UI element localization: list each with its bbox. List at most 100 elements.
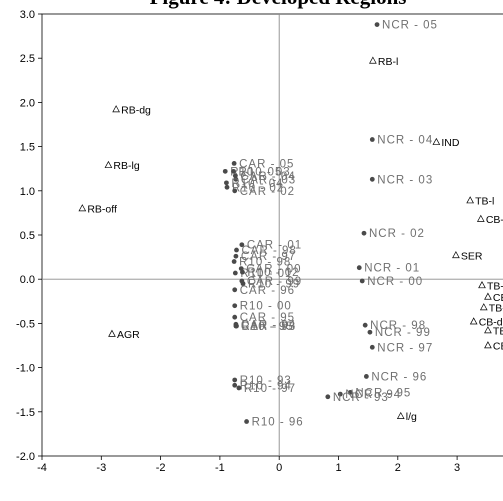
- variable-triangle-marker: [108, 329, 116, 337]
- region-point-label: CAR - 99: [247, 276, 302, 288]
- region-point-label: CAR - 94: [241, 319, 296, 331]
- region-point-label: CAR - 02: [240, 186, 295, 198]
- reference-lines: [42, 14, 503, 456]
- region-point-label: NCR - 99: [375, 327, 431, 339]
- variable-triangle-marker: [484, 292, 492, 300]
- variable-triangle-marker: [396, 411, 405, 419]
- variable-triangle-marker: [484, 326, 492, 334]
- region-point-label: R10 - 01: [240, 268, 292, 280]
- region-point: [231, 259, 237, 264]
- region-point: [231, 160, 237, 166]
- variable-triangle-marker: [484, 341, 492, 349]
- region-point: [238, 266, 244, 271]
- variable-triangle-marker: [104, 160, 113, 168]
- region-point: [232, 287, 238, 293]
- y-tick-label: 0.5: [20, 230, 35, 242]
- region-point-label: NCR - 02: [369, 228, 425, 240]
- y-tick-label: -1.0: [16, 363, 35, 375]
- y-tick-label: 3.0: [20, 9, 35, 21]
- y-tick-label: 2.5: [20, 53, 35, 65]
- region-point-label: R10 - 93: [240, 375, 292, 387]
- variable-triangle-marker: [476, 214, 485, 222]
- region-point: [359, 278, 365, 284]
- region-point: [337, 391, 343, 397]
- variable-label: TB-l: [475, 196, 494, 208]
- region-point: [231, 168, 236, 174]
- region-point-label: R10 - 94: [240, 380, 292, 392]
- variable-label: l/g: [406, 411, 417, 423]
- region-point-label: NCR - 01: [364, 263, 420, 275]
- region-point: [232, 377, 238, 383]
- region-point-label: NCR - 96: [371, 371, 427, 383]
- variable-label: AGR: [117, 329, 140, 341]
- variable-label: IND: [441, 137, 460, 149]
- x-tick-label: -2: [156, 462, 166, 474]
- y-tick-label: 0.0: [20, 274, 35, 286]
- region-point: [234, 247, 239, 253]
- region-point-label: CAR - 01: [247, 240, 302, 252]
- region-point: [239, 242, 245, 248]
- region-point-label: R10 - 97: [244, 383, 296, 395]
- region-point-label: R10 - 03: [239, 166, 291, 178]
- x-tick-label: -1: [215, 462, 225, 474]
- variable-triangle-marker: [466, 196, 474, 204]
- variable-triangle-marker: [469, 317, 478, 325]
- chart-title: Figure 4: Developed Regions: [150, 0, 407, 9]
- region-point: [233, 253, 239, 259]
- region-point: [224, 180, 229, 186]
- region-point-label: R10 - 02: [247, 267, 299, 279]
- region-point: [232, 270, 238, 276]
- region-point: [369, 137, 375, 142]
- y-tick-label: 2.0: [20, 97, 35, 109]
- region-point: [232, 303, 238, 309]
- region-point: [224, 184, 230, 190]
- y-tick-label: -1.5: [16, 407, 35, 419]
- region-point-label: NCR - 00: [367, 276, 423, 288]
- region-point-label: NCR - 03: [377, 174, 433, 186]
- variable-label: CB-lg: [493, 341, 503, 353]
- variable-label: CB-l: [486, 214, 503, 226]
- region-point: [239, 278, 245, 284]
- variable-triangle-marker: [78, 204, 87, 212]
- region-point-label: R10 - 98: [239, 257, 291, 269]
- variable-label: CB-off: [493, 292, 503, 304]
- region-point-label: CAR - 97: [241, 251, 296, 263]
- region-point: [362, 322, 368, 328]
- variable-label: RB-l: [378, 56, 398, 68]
- region-point: [374, 22, 380, 28]
- region-point-label: CAR - 04: [240, 171, 295, 183]
- variable-triangle-marker: [452, 250, 460, 259]
- region-point: [232, 382, 238, 388]
- region-point-label: R10 - 95: [242, 321, 294, 333]
- region-point-label: NCR - 93: [333, 392, 389, 404]
- region-point-label: R10 - 99: [248, 279, 300, 291]
- variable-triangle-marker: [112, 105, 120, 113]
- region-point-label: CAR - 98: [242, 245, 297, 257]
- variable-label: TB-dg: [489, 302, 503, 314]
- region-point: [232, 314, 238, 320]
- region-point: [236, 385, 242, 391]
- region-point-label: CAR - 96: [240, 285, 295, 297]
- x-tick-label: 3: [454, 462, 460, 474]
- region-point-label: NCR - 95: [355, 387, 411, 399]
- region-point-label: NCR - 94: [345, 389, 401, 401]
- region-point: [367, 329, 373, 335]
- y-tick-label: 1.0: [20, 186, 35, 198]
- variable-triangle-marker: [479, 303, 488, 311]
- y-tick-label: 1.5: [20, 142, 35, 154]
- x-axis: -4 -3 -2 -1 0 1 2 3: [37, 456, 460, 474]
- region-point: [369, 344, 375, 350]
- region-point: [234, 323, 239, 329]
- region-point: [222, 168, 228, 174]
- region-point: [356, 265, 362, 271]
- region-point-label: CAR - 03: [241, 174, 296, 186]
- region-point: [325, 394, 331, 400]
- y-tick-label: -2.0: [16, 451, 35, 463]
- region-point: [232, 188, 238, 194]
- region-point-label: CAR - 93: [241, 321, 296, 333]
- region-point: [244, 419, 249, 424]
- variable-label: RB-lg: [113, 160, 139, 172]
- x-tick-label: -3: [96, 462, 106, 474]
- variable-triangle-marker: [432, 137, 441, 145]
